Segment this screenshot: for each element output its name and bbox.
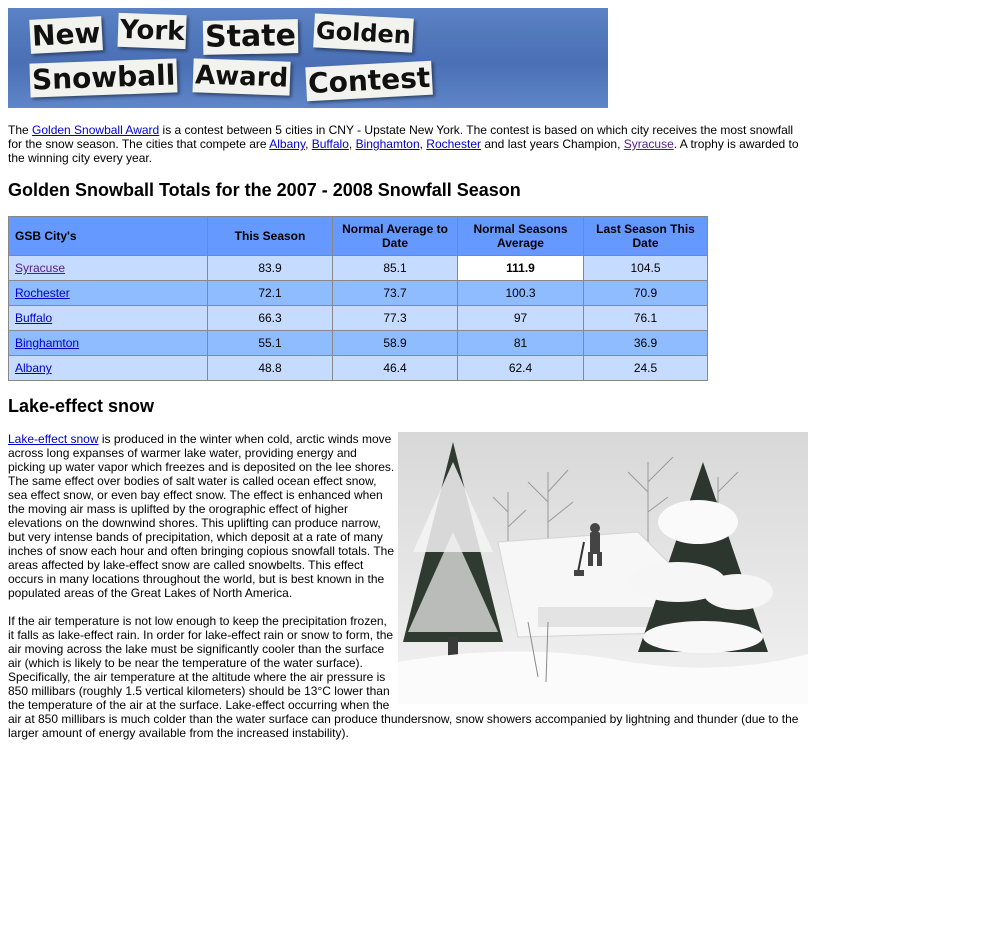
- col-header-normal-to-date: Normal Average to Date: [333, 217, 458, 256]
- binghamton-link[interactable]: Binghamton: [355, 137, 420, 151]
- normal-to-date-cell: 46.4: [333, 356, 458, 381]
- seasons-average-cell: 62.4: [458, 356, 584, 381]
- this-season-cell: 72.1: [208, 281, 333, 306]
- col-header-this-season: This Season: [208, 217, 333, 256]
- city-cell: Albany: [9, 356, 208, 381]
- city-link-rochester[interactable]: Rochester: [15, 286, 70, 300]
- rochester-link[interactable]: Rochester: [426, 137, 481, 151]
- contest-banner: New York State Golden Snowball Award Con…: [8, 8, 608, 108]
- this-season-cell: 83.9: [208, 256, 333, 281]
- banner-word: New: [29, 16, 104, 54]
- last-season-cell: 76.1: [584, 306, 708, 331]
- this-season-cell: 48.8: [208, 356, 333, 381]
- normal-to-date-cell: 58.9: [333, 331, 458, 356]
- table-row: Albany 48.8 46.4 62.4 24.5: [9, 356, 708, 381]
- col-header-last-season: Last Season This Date: [584, 217, 708, 256]
- intro-paragraph: The Golden Snowball Award is a contest b…: [8, 123, 799, 165]
- normal-to-date-cell: 77.3: [333, 306, 458, 331]
- table-row: Binghamton 55.1 58.9 81 36.9: [9, 331, 708, 356]
- totals-heading: Golden Snowball Totals for the 2007 - 20…: [8, 180, 521, 200]
- normal-to-date-cell: 85.1: [333, 256, 458, 281]
- col-header-seasons-average: Normal Seasons Average: [458, 217, 584, 256]
- banner-word: Golden: [312, 13, 414, 53]
- lake-effect-paragraph-2: If the air temperature is not low enough…: [8, 614, 799, 740]
- city-cell: Rochester: [9, 281, 208, 306]
- lake-effect-section: Lake-effect snow is produced in the wint…: [8, 432, 808, 754]
- this-season-cell: 66.3: [208, 306, 333, 331]
- city-link-albany[interactable]: Albany: [15, 361, 52, 375]
- table-row: Rochester 72.1 73.7 100.3 70.9: [9, 281, 708, 306]
- banner-word: York: [117, 12, 188, 50]
- city-link-syracuse[interactable]: Syracuse: [15, 261, 66, 275]
- buffalo-link[interactable]: Buffalo: [311, 137, 349, 151]
- seasons-average-cell: 81: [458, 331, 584, 356]
- city-link-buffalo[interactable]: Buffalo: [15, 311, 53, 325]
- last-season-cell: 24.5: [584, 356, 708, 381]
- table-header-row: GSB City's This Season Normal Average to…: [9, 217, 708, 256]
- this-season-cell: 55.1: [208, 331, 333, 356]
- banner-word: Snowball: [29, 58, 178, 98]
- banner-word: Contest: [305, 60, 434, 102]
- last-season-cell: 36.9: [584, 331, 708, 356]
- normal-to-date-cell: 73.7: [333, 281, 458, 306]
- syracuse-link[interactable]: Syracuse: [623, 137, 674, 151]
- last-season-cell: 104.5: [584, 256, 708, 281]
- city-cell: Buffalo: [9, 306, 208, 331]
- banner-line-2: Snowball Award Contest: [29, 58, 434, 106]
- table-row: Buffalo 66.3 77.3 97 76.1: [9, 306, 708, 331]
- col-header-city: GSB City's: [9, 217, 208, 256]
- table-row: Syracuse 83.9 85.1 111.9 104.5: [9, 256, 708, 281]
- last-season-cell: 70.9: [584, 281, 708, 306]
- lake-effect-paragraph-1: Lake-effect snow is produced in the wint…: [8, 432, 395, 600]
- city-cell: Binghamton: [9, 331, 208, 356]
- banner-line-1: New York State Golden: [29, 12, 414, 60]
- banner-word: State: [202, 18, 298, 55]
- snow-scene-illustration: [398, 432, 808, 704]
- seasons-average-cell: 111.9: [458, 256, 584, 281]
- seasons-average-cell: 100.3: [458, 281, 584, 306]
- snowy-yard-photo: [398, 432, 808, 704]
- snowfall-totals-table: GSB City's This Season Normal Average to…: [8, 216, 708, 381]
- lake-effect-heading: Lake-effect snow: [8, 396, 155, 416]
- city-link-binghamton[interactable]: Binghamton: [15, 336, 80, 350]
- city-cell: Syracuse: [9, 256, 208, 281]
- albany-link[interactable]: Albany: [269, 137, 306, 151]
- lake-effect-snow-link[interactable]: Lake-effect snow: [8, 432, 99, 446]
- golden-snowball-award-link[interactable]: Golden Snowball Award: [32, 123, 160, 137]
- banner-word: Award: [192, 58, 292, 96]
- seasons-average-cell: 97: [458, 306, 584, 331]
